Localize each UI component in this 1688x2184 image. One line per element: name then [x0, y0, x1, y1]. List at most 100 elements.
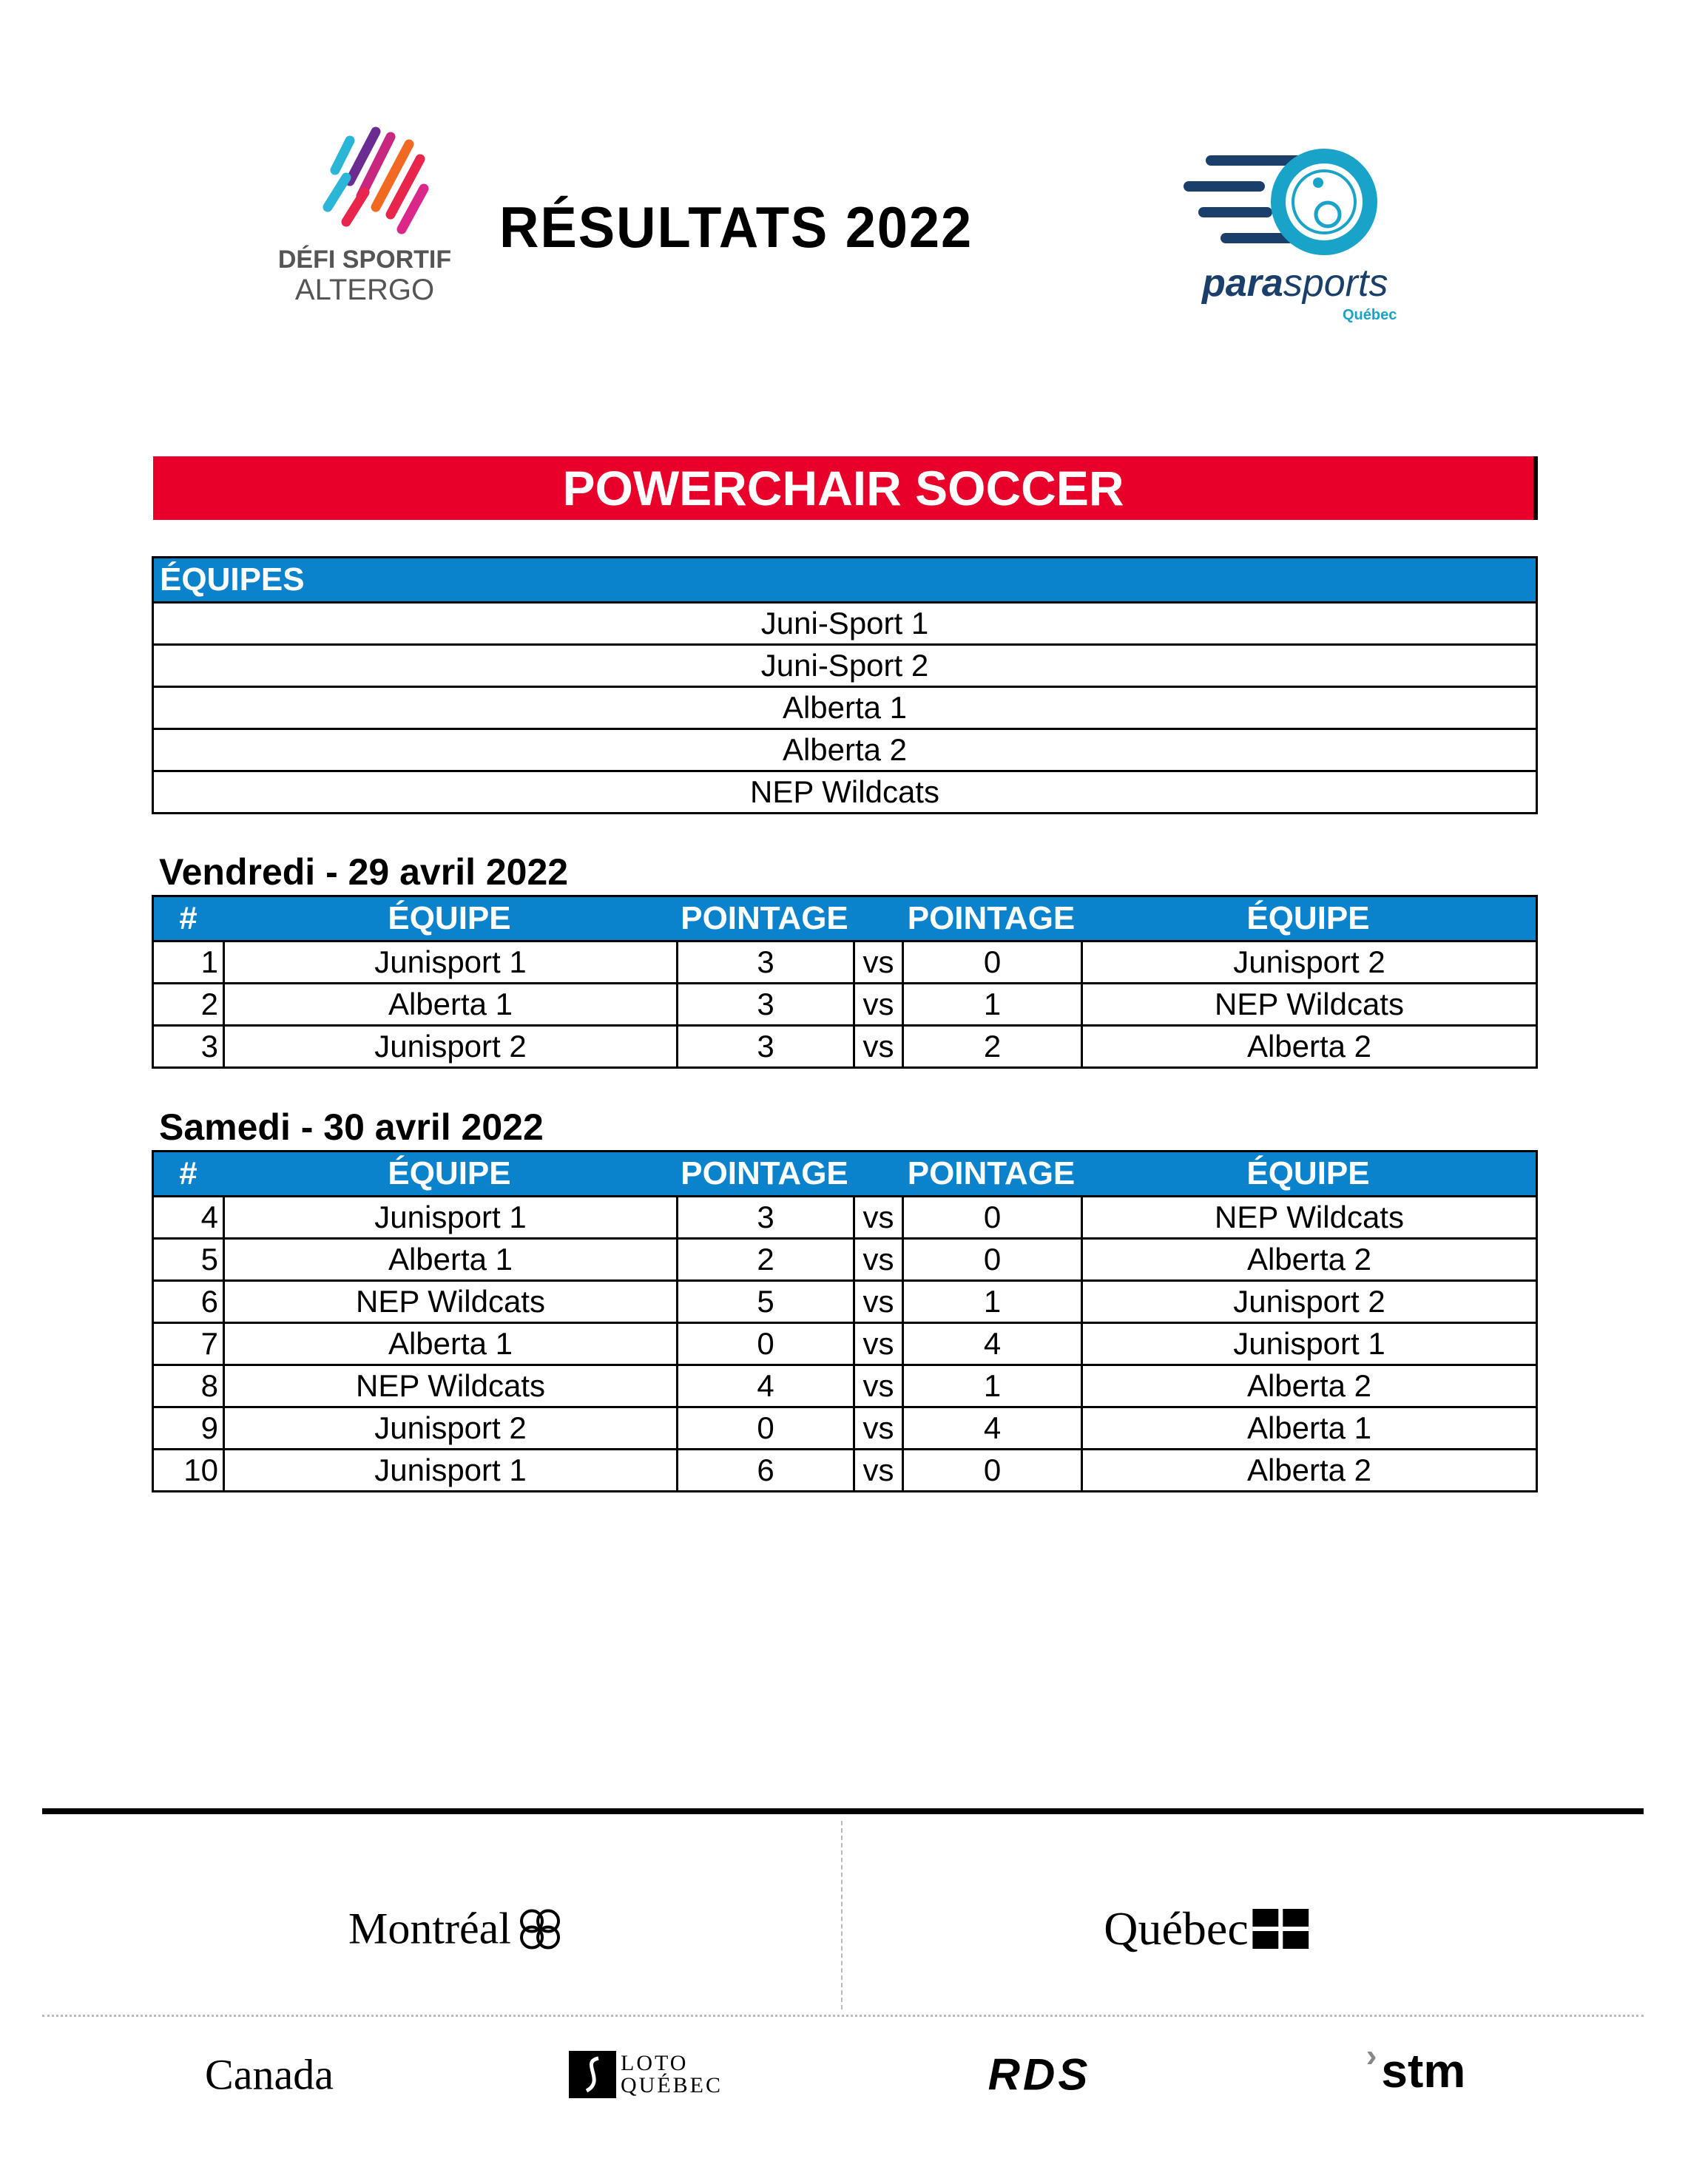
- parasports-sports: sports: [1283, 262, 1388, 305]
- column-header: POINTAGE: [907, 1155, 1076, 1191]
- altergo-line1: DÉFI SPORTIF: [277, 246, 452, 274]
- home-team: Alberta 1: [223, 1240, 676, 1279]
- results-table-friday: # ÉQUIPE POINTAGE POINTAGE ÉQUIPE 1 Junisport …: [152, 895, 1538, 1069]
- match-number: 1: [200, 944, 218, 979]
- home-score: 0: [676, 1324, 853, 1364]
- table-header: # ÉQUIPE POINTAGE POINTAGE ÉQUIPE: [154, 897, 1536, 940]
- home-team: Junisport 1: [223, 942, 676, 982]
- away-team: Junisport 2: [1081, 1282, 1536, 1322]
- away-score: 0: [902, 1240, 1081, 1279]
- match-row: 5 Alberta 1 2 vs 0 Alberta 2: [154, 1237, 1536, 1279]
- footer-divider-horizontal: [42, 2015, 1644, 2017]
- parasports-logo: parasports Québec: [1184, 144, 1420, 325]
- parasports-para: para: [1202, 262, 1283, 305]
- away-team: Alberta 2: [1081, 1240, 1536, 1279]
- column-header: [853, 897, 902, 940]
- match-number: 4: [200, 1200, 218, 1234]
- stm-chevron-icon: ›: [1365, 2038, 1377, 2074]
- home-team: Junisport 2: [223, 1408, 676, 1448]
- loto-line2: QUÉBEC: [621, 2073, 723, 2097]
- home-score: 3: [676, 942, 853, 982]
- away-team: NEP Wildcats: [1081, 984, 1536, 1024]
- teams-table: ÉQUIPES Juni-Sport 1 Juni-Sport 2 Alberta …: [152, 556, 1538, 814]
- home-team: Junisport 1: [223, 1450, 676, 1490]
- away-team: NEP Wildcats: [1081, 1197, 1536, 1237]
- match-number: 8: [200, 1368, 218, 1403]
- page-title: RÉSULTATS 2022: [499, 195, 973, 260]
- quebec-logo: Québec: [1104, 1901, 1309, 1956]
- away-team: Alberta 2: [1081, 1027, 1536, 1066]
- match-row: 2 Alberta 1 3 vs 1 NEP Wildcats: [154, 982, 1536, 1024]
- column-header: POINTAGE: [907, 900, 1076, 936]
- away-score: 0: [902, 1197, 1081, 1237]
- away-team: Alberta 2: [1081, 1450, 1536, 1490]
- match-number: 6: [200, 1284, 218, 1319]
- away-score: 1: [902, 984, 1081, 1024]
- vs-label: vs: [853, 984, 902, 1024]
- column-header: [853, 1152, 902, 1195]
- column-header: ÉQUIPE: [388, 1155, 511, 1191]
- match-number: 9: [200, 1410, 218, 1445]
- canada-logo: Canada: [205, 2050, 334, 2100]
- column-header: POINTAGE: [681, 1155, 848, 1191]
- day-label-friday: Vendredi - 29 avril 2022: [159, 851, 569, 893]
- parasports-wordmark: parasports: [1202, 261, 1388, 305]
- match-number: 3: [200, 1029, 218, 1064]
- vs-label: vs: [853, 1197, 902, 1237]
- away-score: 2: [902, 1027, 1081, 1066]
- montreal-text: Montréal: [348, 1904, 511, 1953]
- stm-logo: › stm: [1366, 2038, 1465, 2098]
- away-team: Junisport 2: [1081, 942, 1536, 982]
- team-row: NEP Wildcats: [154, 770, 1536, 812]
- team-row: Alberta 2: [154, 728, 1536, 770]
- quebec-text: Québec: [1104, 1902, 1249, 1955]
- home-team: Junisport 1: [223, 1197, 676, 1237]
- home-score: 4: [676, 1366, 853, 1406]
- match-number: 2: [200, 987, 218, 1021]
- match-row: 7 Alberta 1 0 vs 4 Junisport 1: [154, 1322, 1536, 1364]
- match-row: 6 NEP Wildcats 5 vs 1 Junisport 2: [154, 1279, 1536, 1322]
- home-score: 3: [676, 984, 853, 1024]
- match-row: 8 NEP Wildcats 4 vs 1 Alberta 2: [154, 1364, 1536, 1406]
- loto-quebec-logo: LOTO QUÉBEC: [569, 2051, 723, 2098]
- away-score: 1: [902, 1366, 1081, 1406]
- match-number: 7: [200, 1326, 218, 1361]
- home-team: Junisport 2: [223, 1027, 676, 1066]
- column-header: #: [179, 900, 198, 936]
- sport-banner: POWERCHAIR SOCCER: [153, 456, 1538, 520]
- away-score: 0: [902, 942, 1081, 982]
- rosette-icon: [519, 1909, 560, 1949]
- column-header: POINTAGE: [681, 900, 848, 936]
- footer-divider: [841, 1821, 843, 2009]
- away-score: 4: [902, 1324, 1081, 1364]
- altergo-line2: ALTERGO: [294, 274, 435, 306]
- away-score: 4: [902, 1408, 1081, 1448]
- team-row: Juni-Sport 1: [154, 601, 1536, 643]
- home-score: 5: [676, 1282, 853, 1322]
- home-team: Alberta 1: [223, 984, 676, 1024]
- home-team: NEP Wildcats: [223, 1282, 676, 1322]
- footer-rule: [42, 1808, 1644, 1814]
- match-row: 3 Junisport 2 3 vs 2 Alberta 2: [154, 1024, 1536, 1066]
- home-score: 3: [676, 1027, 853, 1066]
- match-number: 5: [200, 1242, 218, 1277]
- montreal-logo: Montréal: [348, 1904, 564, 1955]
- column-header: ÉQUIPE: [388, 900, 511, 936]
- home-score: 6: [676, 1450, 853, 1490]
- vs-label: vs: [853, 1282, 902, 1322]
- column-header: ÉQUIPE: [1246, 900, 1370, 936]
- vs-label: vs: [853, 1240, 902, 1279]
- away-score: 1: [902, 1282, 1081, 1322]
- home-score: 3: [676, 1197, 853, 1237]
- day-label-saturday: Samedi - 30 avril 2022: [159, 1106, 544, 1148]
- rds-logo: RDS: [988, 2049, 1091, 2100]
- home-score: 2: [676, 1240, 853, 1279]
- results-table-saturday: # ÉQUIPE POINTAGE POINTAGE ÉQUIPE 4 Junisport …: [152, 1150, 1538, 1492]
- column-header: ÉQUIPE: [1246, 1155, 1370, 1191]
- canada-text: Canada: [205, 2050, 334, 2099]
- altergo-stripes-icon: [323, 126, 429, 234]
- match-number: 10: [183, 1453, 218, 1487]
- parasports-sub: Québec: [1343, 307, 1397, 323]
- match-row: 10 Junisport 1 6 vs 0 Alberta 2: [154, 1448, 1536, 1490]
- column-header: #: [179, 1155, 198, 1191]
